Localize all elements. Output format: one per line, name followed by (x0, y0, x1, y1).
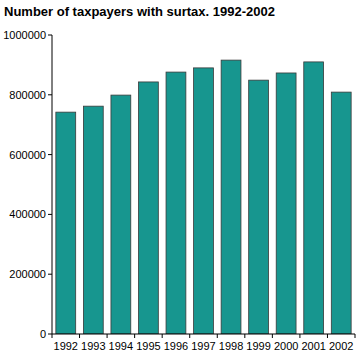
x-tick (244, 334, 245, 338)
x-tick (134, 334, 135, 338)
y-axis (52, 35, 53, 334)
bar (83, 106, 103, 334)
x-tick-label: 2002 (329, 340, 353, 352)
x-tick-label: 1994 (109, 340, 133, 352)
bar (111, 95, 131, 334)
bar (249, 80, 269, 334)
y-tick-label: 1000000 (3, 29, 46, 41)
x-tick-label: 1992 (54, 340, 78, 352)
x-tick (52, 334, 53, 338)
x-tick (189, 334, 190, 338)
y-tick (48, 154, 52, 155)
x-tick (355, 334, 356, 338)
x-tick-label: 1997 (191, 340, 215, 352)
x-tick (272, 334, 273, 338)
y-tick (48, 214, 52, 215)
x-tick (162, 334, 163, 338)
y-tick-label: 600000 (9, 149, 46, 161)
x-tick-label: 1993 (81, 340, 105, 352)
bar (276, 73, 296, 334)
bar (304, 62, 324, 334)
y-tick-label: 400000 (9, 208, 46, 220)
x-tick-label: 1995 (136, 340, 160, 352)
x-tick-label: 2001 (301, 340, 325, 352)
bar (331, 92, 351, 334)
title: Number of taxpayers with surtax. 1992-20… (4, 4, 275, 19)
bar (166, 72, 186, 334)
bar (194, 68, 214, 334)
bars (56, 60, 351, 334)
y-tick (48, 35, 52, 36)
bar (138, 82, 158, 334)
y-tick (48, 94, 52, 95)
x-axis (52, 334, 355, 335)
chart: Number of taxpayers with surtax. 1992-20… (0, 0, 362, 362)
x-tick (217, 334, 218, 338)
x-tick (107, 334, 108, 338)
x-tick-label: 2000 (274, 340, 298, 352)
x-tick-label: 1996 (164, 340, 188, 352)
x-tick (327, 334, 328, 338)
x-tick-label: 1999 (246, 340, 270, 352)
y-tick-label: 800000 (9, 89, 46, 101)
y-tick (48, 274, 52, 275)
bar (56, 112, 76, 334)
y-tick-label: 0 (40, 328, 46, 340)
x-tick (79, 334, 80, 338)
y-tick-label: 200000 (9, 268, 46, 280)
bar (221, 60, 241, 334)
x-tick-label: 1998 (219, 340, 243, 352)
x-tick (299, 334, 300, 338)
y-tick (48, 334, 52, 335)
